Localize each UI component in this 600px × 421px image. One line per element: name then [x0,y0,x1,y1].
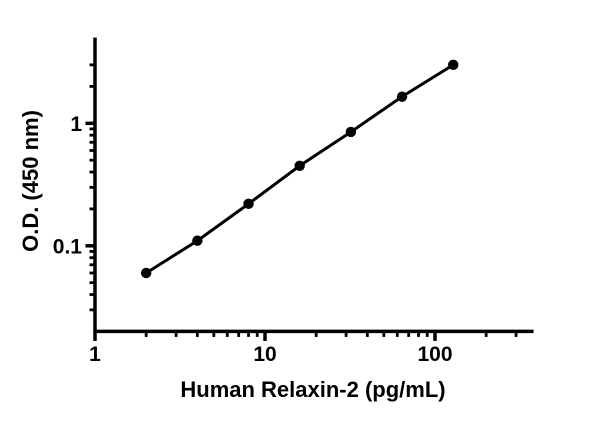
data-point-marker [243,198,254,210]
y-axis-title: O.D. (450 nm) [18,110,43,252]
tick-labels-layer: 1 10 100 0.1 1 [53,113,453,366]
x-tick-label: 1 [89,343,101,366]
data-series-layer [140,59,459,279]
axis-spine [93,37,534,334]
ticks-layer [85,63,518,341]
y-tick-label: 0.1 [53,235,83,258]
data-point-marker [396,91,408,102]
data-point-marker [448,59,459,71]
data-point-marker [345,126,357,138]
x-tick-label: 10 [253,343,276,366]
data-point-marker [140,267,152,279]
axes-layer [93,37,534,334]
data-point-marker [294,160,305,171]
x-tick-label: 100 [417,343,452,366]
data-point-marker [192,235,203,246]
y-tick-label: 1 [70,113,82,136]
x-axis-title: Human Relaxin-2 (pg/mL) [180,377,445,402]
